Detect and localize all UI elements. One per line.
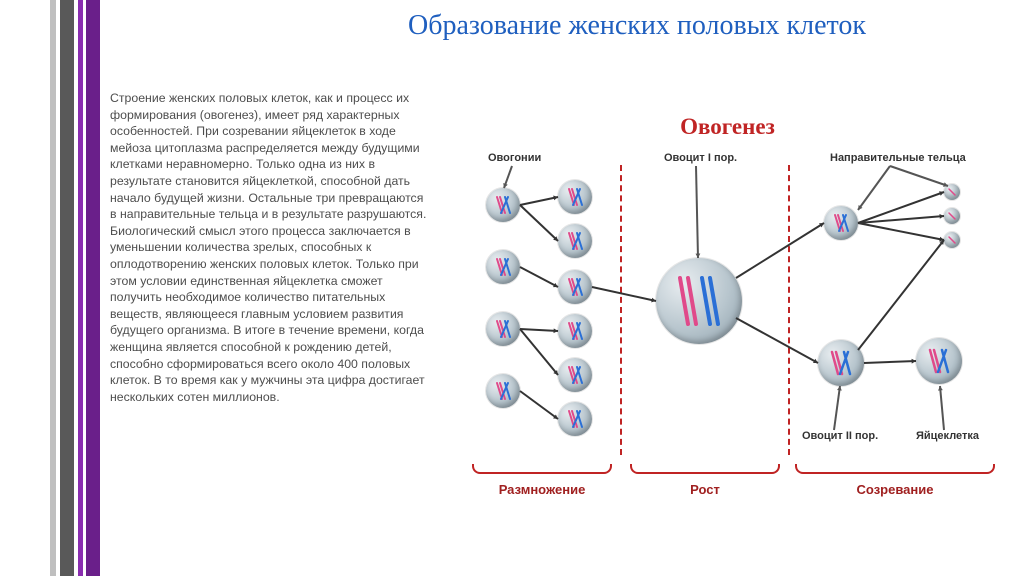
stripe-4 — [86, 0, 100, 576]
left-stripes — [0, 0, 120, 576]
oogenesis-diagram: Овогенез Овогонии Овоцит I пор. Направит… — [450, 110, 1005, 510]
body-paragraph: Строение женских половых клеток, как и п… — [110, 90, 430, 405]
arrows-layer — [450, 110, 1005, 510]
stripe-2 — [60, 0, 74, 576]
stripe-1 — [50, 0, 56, 576]
page-title: Образование женских половых клеток — [290, 8, 984, 43]
stripe-3 — [78, 0, 83, 576]
